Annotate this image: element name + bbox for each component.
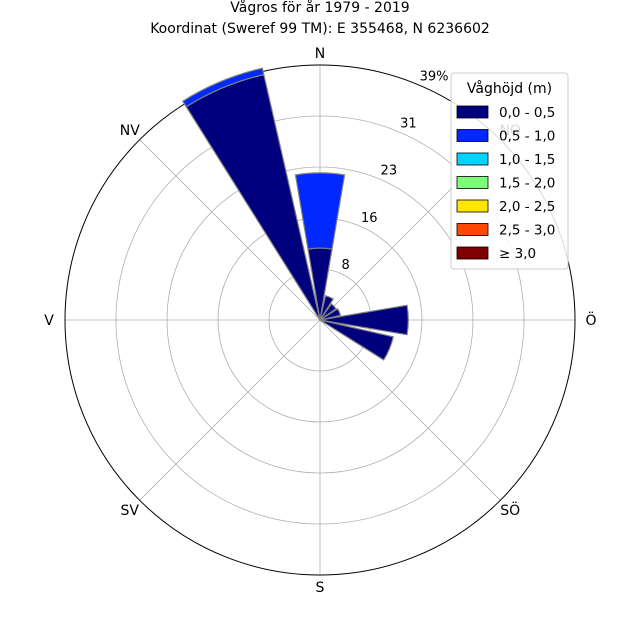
radial-tick-label-0: 8	[342, 258, 350, 273]
compass-label-N: N	[315, 46, 325, 62]
legend-label-2: 1,0 - 1,5	[499, 152, 555, 168]
legend-swatch-5	[456, 223, 489, 236]
compass-label-SV: SV	[121, 503, 140, 519]
bar-67.5-series-0	[319, 308, 342, 321]
bar-112.5-series-0	[319, 319, 395, 361]
legend-swatch-2	[456, 152, 489, 166]
compass-label-V: V	[44, 313, 54, 329]
outer-circle	[64, 64, 576, 576]
grid-spoke-5	[139, 319, 321, 501]
radial-tick-label-2: 23	[381, 164, 398, 179]
compass-label-Ö: Ö	[585, 311, 596, 329]
chart-title-line1: Vågros för år 1979 - 2019	[230, 0, 409, 16]
legend-swatch-3	[456, 176, 489, 189]
chart-title-line2: Koordinat (Sweref 99 TM): E 355468, N 62…	[150, 21, 490, 37]
bars-layer	[181, 67, 409, 361]
legend-title: Våghöjd (m)	[467, 80, 552, 97]
radial-tick-label-3: 31	[400, 117, 417, 132]
legend-label-0: 0,0 - 0,5	[499, 105, 555, 121]
grid-spoke-7	[139, 139, 321, 321]
legend-swatch-1	[456, 129, 489, 142]
legend-swatch-6	[456, 246, 489, 260]
radial-tick-label-1: 16	[361, 211, 378, 226]
legend-label-5: 2,5 - 3,0	[499, 223, 555, 239]
legend-swatch-0	[456, 105, 489, 119]
bar-45-series-0	[319, 303, 337, 321]
legend-frame	[450, 72, 569, 270]
legend-label-6: ≥ 3,0	[499, 246, 536, 262]
legend-label-1: 0,5 - 1,0	[499, 129, 555, 145]
legend-swatch-4	[456, 199, 489, 213]
compass-label-S: S	[316, 580, 325, 596]
legend-label-4: 2,0 - 2,5	[499, 199, 555, 215]
bar-337.5-series-1	[181, 67, 265, 108]
legend-label-3: 1,5 - 2,0	[499, 176, 555, 192]
legend: Våghöjd (m) 0,0 - 0,5 0,5 - 1,0 1,0 - 1,5 1,…	[450, 72, 569, 270]
radial-ticks: 8 16 23 31 39%	[342, 69, 449, 272]
grid-spoke-3	[319, 319, 501, 501]
radial-tick-label-4: 39%	[420, 69, 449, 84]
bar-90-series-0	[319, 304, 409, 336]
bar-22.5-series-0	[319, 295, 335, 321]
bar-0-series-1	[294, 172, 346, 250]
compass-label-NV: NV	[120, 123, 140, 139]
compass-label-SÖ: SÖ	[500, 501, 520, 519]
